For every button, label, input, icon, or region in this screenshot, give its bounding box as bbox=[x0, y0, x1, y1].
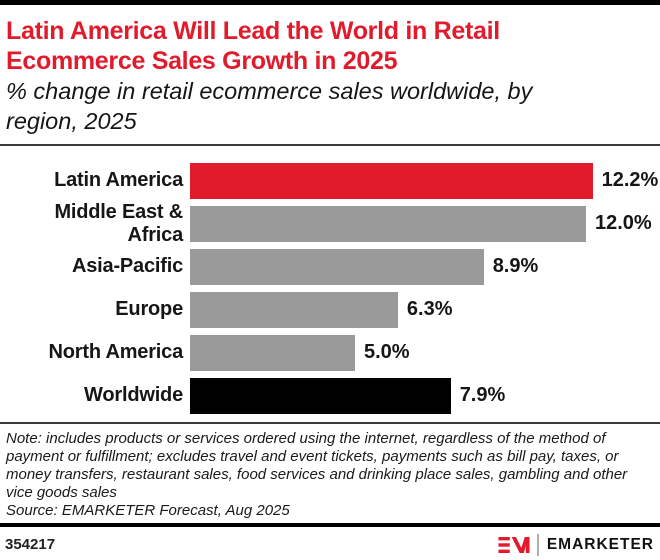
category-label: Middle East & Africa bbox=[54, 200, 183, 246]
footer-bar: 354217 EMARKETER bbox=[0, 527, 660, 560]
value-label: 5.0% bbox=[364, 341, 410, 363]
footnotes: Note: includes products or services orde… bbox=[0, 424, 660, 523]
chart-row: Worldwide 7.9% bbox=[0, 374, 660, 417]
category-label: North America bbox=[48, 341, 184, 363]
bar bbox=[190, 334, 355, 371]
value-label: 7.9% bbox=[459, 384, 506, 406]
chart-subtitle-line-1: % change in retail ecommerce sales world… bbox=[6, 78, 533, 104]
chart-row: Middle East & Africa 12.0% bbox=[0, 200, 660, 246]
value-label: 12.2% bbox=[601, 169, 659, 191]
category-label: Latin America bbox=[54, 169, 183, 191]
chart-subtitle-line-2: region, 2025 bbox=[6, 108, 137, 134]
bar bbox=[190, 377, 451, 414]
brand-name: EMARKETER bbox=[546, 535, 654, 553]
chart-row: Asia-Pacific 8.9% bbox=[0, 245, 660, 288]
bar-chart: Latin America 12.2% Middle East & Africa 12… bbox=[0, 146, 660, 424]
bar bbox=[190, 291, 398, 328]
source-text: Source: EMARKETER Forecast, Aug 2025 bbox=[6, 502, 290, 519]
chart-row: North America 5.0% bbox=[0, 331, 660, 374]
brand-divider bbox=[536, 533, 539, 556]
page-title-line-1: Latin America Will Lead the World in Ret… bbox=[6, 17, 500, 45]
em-logo-icon bbox=[498, 536, 530, 553]
category-label: Worldwide bbox=[84, 384, 183, 406]
chart-row: Latin America 12.2% bbox=[0, 159, 660, 202]
value-label: 8.9% bbox=[492, 255, 539, 277]
value-label: 6.3% bbox=[406, 298, 453, 320]
note-text: Note: includes products or services orde… bbox=[6, 430, 628, 501]
chart-row: Europe 6.3% bbox=[0, 288, 660, 331]
page-title-line-2: Ecommerce Sales Growth in 2025 bbox=[6, 47, 398, 75]
bar bbox=[190, 162, 593, 199]
chart-header: Latin America Will Lead the World in Ret… bbox=[0, 5, 660, 146]
category-label: Asia-Pacific bbox=[72, 255, 183, 277]
value-label: 12.0% bbox=[595, 212, 652, 234]
bar bbox=[190, 248, 484, 285]
top-rule bbox=[0, 0, 660, 5]
brand-logo: EMARKETER bbox=[498, 533, 654, 556]
category-label: Europe bbox=[115, 298, 183, 320]
bottom-rule bbox=[0, 523, 660, 527]
chart-number: 354217 bbox=[5, 536, 56, 553]
bar bbox=[190, 205, 586, 242]
